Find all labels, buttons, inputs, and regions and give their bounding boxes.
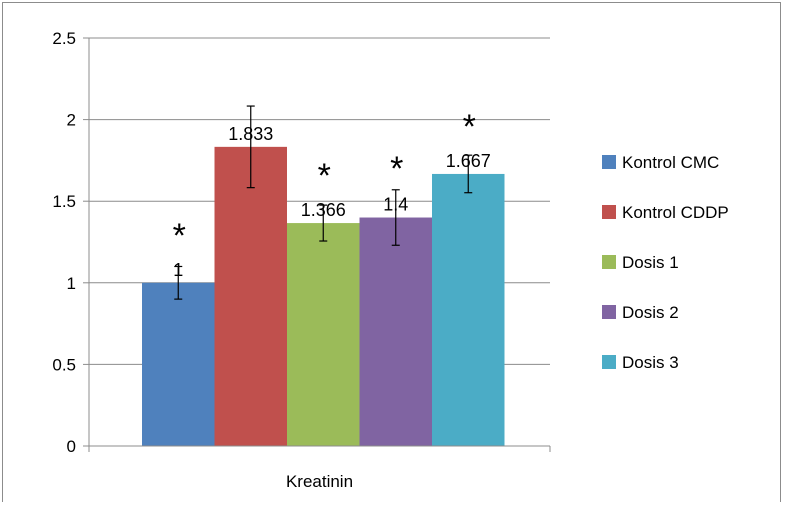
y-tick-label: 2 [67, 111, 76, 130]
y-axis-ticks: 0 0.5 1 1.5 2 2.5 [52, 29, 89, 456]
data-label: 1.667 [446, 151, 491, 171]
bar [142, 282, 215, 446]
legend: Kontrol CMC Kontrol CDDP Dosis 1 Dosis 2 Dos… [602, 153, 729, 372]
significance-marker: * [173, 217, 186, 255]
legend-swatch [602, 205, 616, 219]
bar [214, 146, 287, 446]
legend-swatch [602, 155, 616, 169]
significance-marker: * [318, 157, 331, 195]
legend-label: Kontrol CDDP [622, 203, 729, 222]
y-tick-label: 2.5 [52, 29, 76, 48]
bars: 1 * 1.833 1.366 * 1.4 * 1.667 * [142, 105, 505, 446]
y-tick-label: 0 [67, 437, 76, 456]
y-tick-label: 0.5 [52, 355, 76, 374]
y-tick-label: 1.5 [52, 192, 76, 211]
bar [359, 217, 432, 446]
data-label: 1.366 [301, 200, 346, 220]
significance-marker: * [390, 150, 403, 188]
legend-swatch [602, 355, 616, 369]
y-tick-label: 1 [67, 274, 76, 293]
axes [88, 38, 551, 452]
legend-label: Dosis 1 [622, 253, 679, 272]
data-label: 1 [173, 260, 183, 280]
legend-label: Dosis 3 [622, 353, 679, 372]
x-axis-categories: Kreatinin [286, 472, 353, 491]
significance-marker: * [463, 108, 476, 146]
legend-swatch [602, 255, 616, 269]
data-label: 1.833 [228, 124, 273, 144]
legend-swatch [602, 305, 616, 319]
legend-label: Kontrol CMC [622, 153, 719, 172]
bar [287, 223, 360, 446]
data-label: 1.4 [383, 195, 408, 215]
bar [432, 173, 505, 446]
legend-label: Dosis 2 [622, 303, 679, 322]
x-tick-label: Kreatinin [286, 472, 353, 491]
